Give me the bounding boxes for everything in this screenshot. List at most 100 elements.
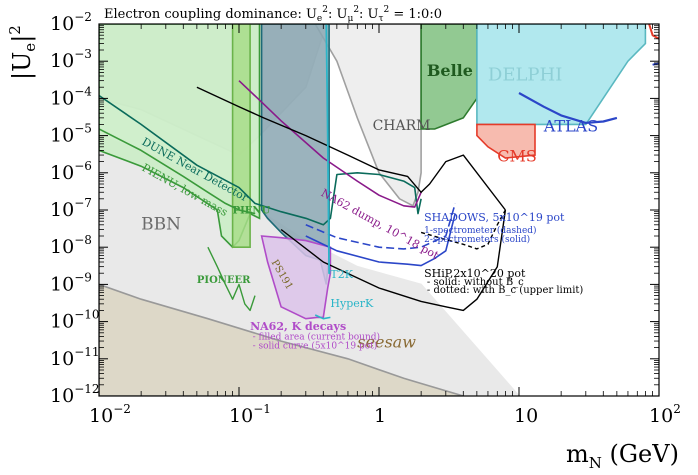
title-part-2: 2 [322,5,328,15]
region-pienu-region [99,24,261,249]
label-seesaw-1: seesaw [357,333,416,352]
region-cms [476,123,536,159]
region-green-band [231,24,251,248]
title-part-0: Electron coupling dominance: U [104,7,317,22]
title-part-7: τ [379,14,384,24]
y-tick-base-3: 10 [50,125,74,147]
y-tick-exp-0: −2 [74,10,92,24]
label-delphi-4: DELPHI [488,65,562,86]
ylabel-base: |U [8,52,37,80]
curve-shadows-dashed [305,203,456,250]
label-solid-curve-5x10-19-pot-23: - solid curve (5x10^19 pot) [253,340,378,351]
y-tick-base-6: 10 [50,236,74,258]
y-tick-base-0: 10 [50,13,74,35]
region-seesaw [99,283,464,396]
chart-title: Electron coupling dominance: Ue2: Uμ2: U… [104,5,442,24]
x-tick-exp-1: −1 [253,402,271,416]
y-tick-base-1: 10 [50,50,74,72]
y-axis-title: |Ue|2 [6,25,39,80]
x-tick-base-4: 10 [649,405,673,427]
curve-pienu-low-mass [99,128,256,215]
label-charm-2: CHARM [373,118,431,134]
curve-hyperk [314,314,331,320]
y-tick-label-0: 10−2 [50,10,92,35]
ylabel-close: | [8,35,37,43]
curve-shadows-solid [305,213,456,267]
y-tick-base-5: 10 [50,199,74,221]
label-hyperk-17: HyperK [330,297,374,310]
ylabel-sup: 2 [6,25,24,35]
y-tick-exp-2: −4 [74,84,92,98]
y-tick-exp-9: −11 [74,345,99,359]
label-belle-3: Belle [427,61,473,80]
label-pioneer-10: PIONEER [197,275,251,286]
label-filled-area-current-bound-22: - filled area (current bound) [253,332,380,343]
x-tick-label-2: 1 [374,405,386,427]
y-tick-label-5: 10−7 [50,196,92,221]
y-tick-label-6: 10−8 [50,233,92,258]
y-tick-exp-4: −6 [74,159,92,173]
y-tick-base-2: 10 [50,87,74,109]
x-tick-label-0: 10−2 [89,402,131,427]
curve-ship-solid [280,209,507,312]
region-belle [420,24,478,130]
x-tick-base-0: 10 [89,405,113,427]
y-tick-base-9: 10 [50,348,74,370]
xlabel-sub: N [589,454,602,472]
y-tick-base-4: 10 [50,162,74,184]
x-axis-title: mN (GeV) [566,440,679,472]
label-t2k-16: T2K [330,268,353,281]
x-tick-label-1: 10−1 [229,402,271,427]
y-tick-label-4: 10−6 [50,159,92,184]
label-atlas-5: ATLAS [543,116,599,135]
y-tick-label-8: 10−10 [50,308,100,333]
label-ship-2x10-20-pot-18: SHiP,2x10^20 pot [424,267,526,280]
curve-t2k [325,24,331,275]
x-tick-base-1: 10 [229,405,253,427]
y-tick-base-7: 10 [50,273,74,295]
curve-ship-upper [196,86,506,211]
xlabel-base: m [566,440,589,468]
title-part-5: 2 [353,5,359,15]
y-tick-label-1: 10−3 [50,47,92,72]
title-part-4: μ [347,14,353,24]
x-tick-exp-0: −2 [113,402,131,416]
y-tick-label-3: 10−5 [50,122,92,147]
curve-ship-dotted [420,209,507,250]
label-2-spectrometers-solid-15: 2-spectrometers (solid) [424,234,530,245]
y-tick-exp-7: −9 [74,270,92,284]
y-tick-exp-8: −10 [74,308,99,322]
title-part-6: : U [359,7,379,22]
label-solid-without-b-c-19: - solid: without B_c [427,277,524,288]
label-pienu-9: PIENU [233,206,271,217]
title-part-1: e [317,14,322,24]
label-shadows-5x10-19-pot-13: SHADOWS, 5x10^19 pot [424,211,565,224]
curve-cms-high [648,24,659,40]
y-tick-label-10: 10−12 [50,382,100,407]
title-part-9: = 1:0:0 [389,7,442,22]
label-na62-k-decays-21: NA62, K decays [250,320,346,333]
curve-dune-near-detector [99,94,422,226]
y-tick-exp-1: −3 [74,47,92,61]
y-tick-label-7: 10−9 [50,270,92,295]
y-tick-exp-5: −7 [74,196,92,210]
x-tick-base-3: 10 [514,405,538,427]
label-dotted-with-b-c-upper-limit-20: - dotted: with B_c (upper limit) [427,285,584,296]
ylabel-sub: e [21,43,39,52]
y-tick-exp-10: −12 [74,382,99,396]
title-part-8: 2 [384,5,390,15]
curve-na62-dump [238,80,422,208]
region-na62-kdecays [260,235,332,320]
y-tick-exp-6: −8 [74,233,92,247]
xlabel-unit: (GeV) [602,440,679,468]
x-tick-label-4: 102 [649,402,681,427]
curve-pioneer [207,246,256,312]
title-part-3: : U [328,7,348,22]
y-tick-base-8: 10 [50,311,74,333]
y-tick-base-10: 10 [50,385,74,407]
label-bbn-0: BBN [141,215,181,235]
y-tick-label-2: 10−4 [50,84,92,109]
y-tick-label-9: 10−11 [50,345,100,370]
x-tick-base-2: 1 [374,405,386,427]
